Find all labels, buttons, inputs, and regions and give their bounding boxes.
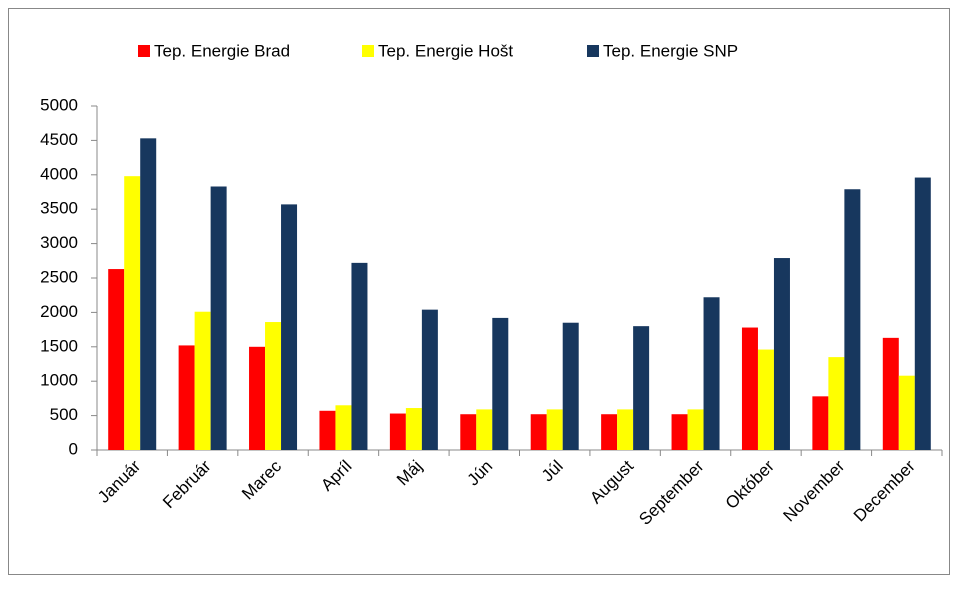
bar	[389, 413, 406, 450]
legend-swatch	[362, 45, 374, 57]
bar	[757, 349, 774, 450]
bar	[530, 414, 547, 450]
y-tick-label: 4500	[40, 130, 78, 149]
bar	[108, 269, 125, 450]
y-tick-label: 0	[69, 439, 78, 458]
y-tick-label: 4000	[40, 164, 78, 183]
y-tick-label: 2500	[40, 267, 78, 286]
chart-border	[8, 8, 950, 575]
y-tick-label: 3500	[40, 199, 78, 218]
bar	[562, 322, 579, 450]
bar	[492, 317, 509, 450]
bar	[914, 177, 931, 450]
bar	[405, 408, 422, 450]
y-tick-label: 1000	[40, 371, 78, 390]
y-tick-label: 3000	[40, 233, 78, 252]
legend-label: Tep. Energie SNP	[603, 41, 738, 60]
bar	[828, 357, 845, 450]
bar	[351, 262, 368, 450]
legend-label: Tep. Energie Hošt	[378, 41, 513, 60]
bar	[617, 409, 634, 450]
legend-swatch	[138, 45, 150, 57]
y-tick-label: 1500	[40, 336, 78, 355]
bar	[773, 258, 790, 450]
bar	[265, 322, 282, 450]
bar	[601, 414, 618, 450]
bar	[687, 409, 704, 450]
bar	[741, 327, 758, 450]
bar	[476, 409, 493, 450]
bar	[281, 204, 298, 450]
bar	[633, 326, 650, 450]
bar	[546, 409, 563, 450]
bar	[319, 410, 336, 450]
y-tick-label: 500	[50, 405, 78, 424]
bar	[335, 405, 352, 450]
bar	[210, 186, 227, 450]
bar	[421, 309, 438, 450]
bar	[898, 375, 915, 450]
legend-swatch	[587, 45, 599, 57]
bar	[178, 345, 195, 450]
bar	[460, 414, 477, 450]
y-tick-label: 2000	[40, 302, 78, 321]
bar	[124, 176, 141, 450]
bar	[140, 138, 157, 450]
bar	[844, 189, 861, 451]
bar	[194, 311, 211, 450]
bar	[812, 396, 829, 450]
legend-label: Tep. Energie Brad	[154, 41, 290, 60]
bar	[882, 337, 899, 450]
bar	[249, 346, 266, 450]
bar	[703, 297, 720, 450]
y-tick-label: 5000	[40, 95, 78, 114]
bar	[671, 414, 688, 450]
